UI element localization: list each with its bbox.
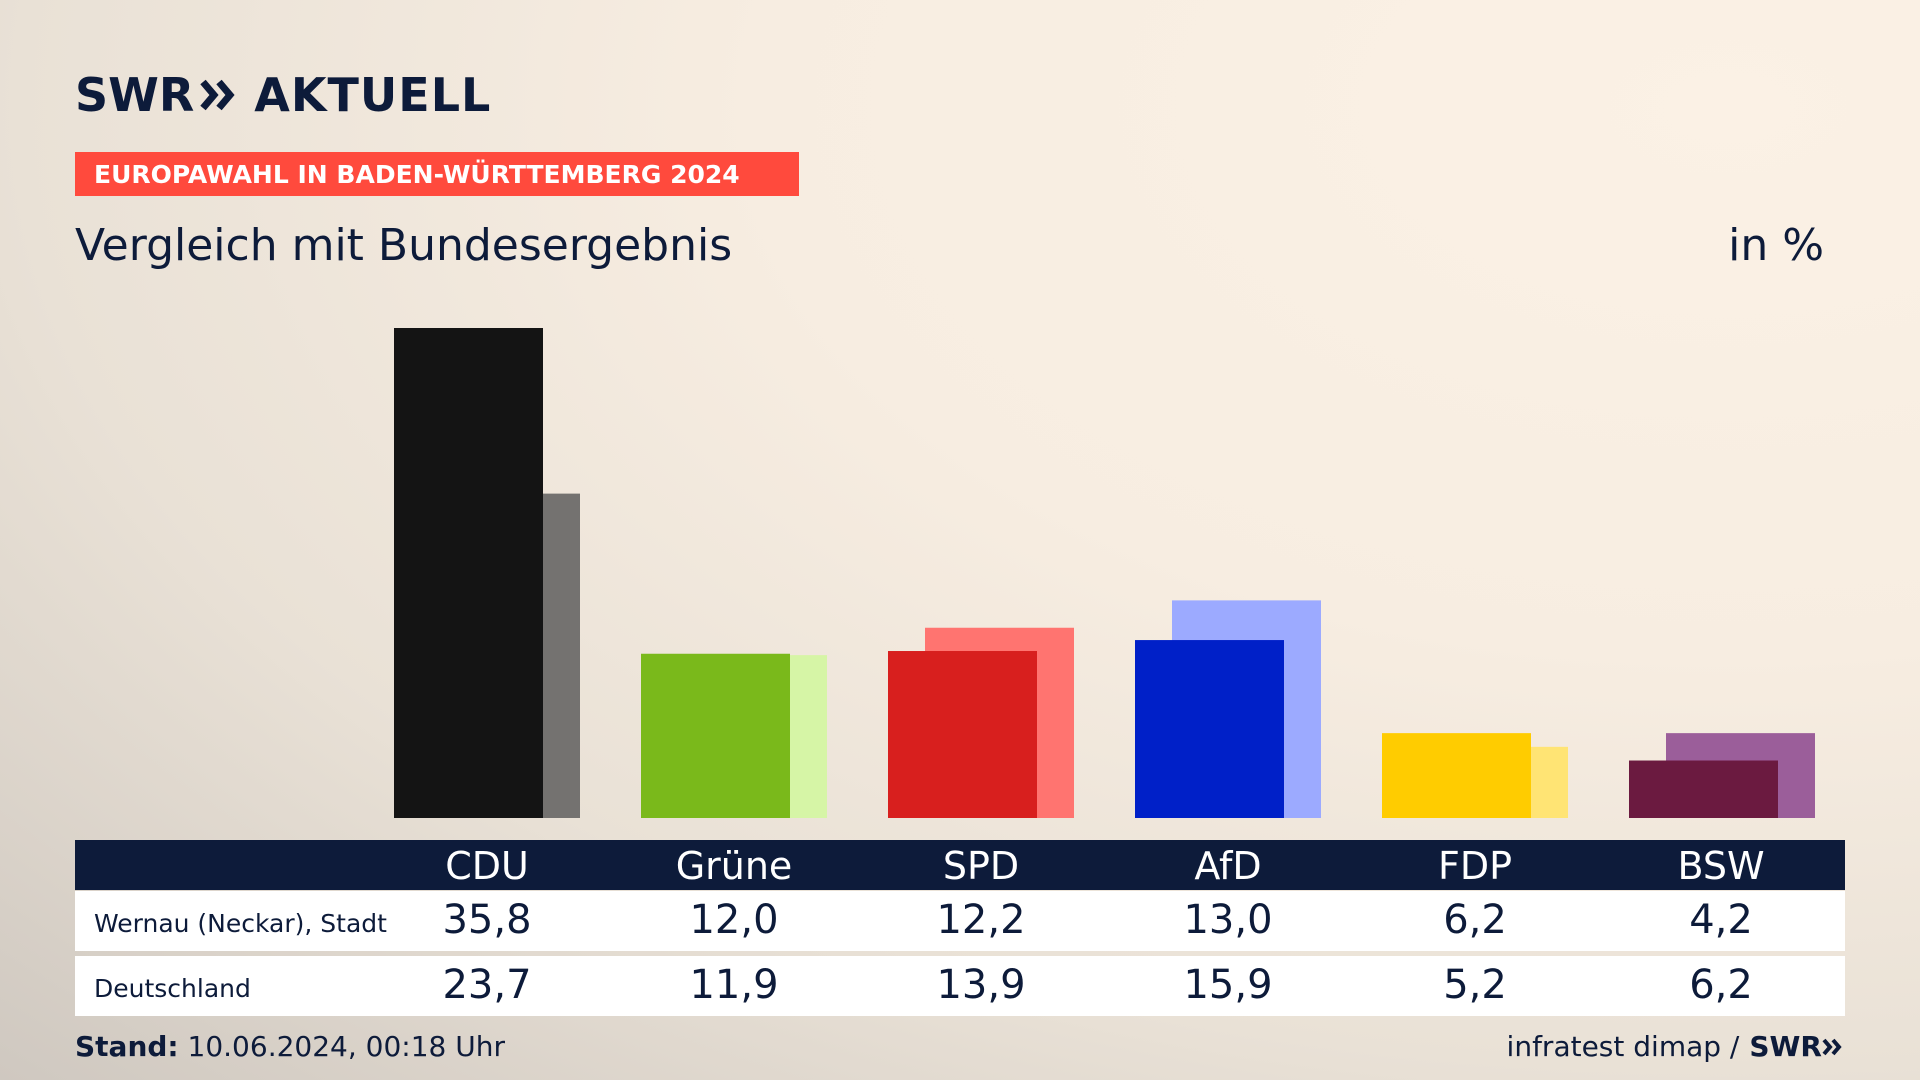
value-cell: 5,2	[1443, 962, 1507, 1008]
election-banner: EUROPAWAHL IN BADEN-WÜRTTEMBERG 2024	[75, 152, 799, 196]
bar-wernau-4	[1382, 733, 1531, 818]
logo-swr: SWR	[75, 68, 195, 122]
value-cell: 12,2	[936, 897, 1026, 943]
value-cell: 12,0	[689, 897, 779, 943]
value-cell: 35,8	[442, 897, 532, 943]
value-cell: 23,7	[442, 962, 532, 1008]
value-cell: 13,9	[936, 962, 1026, 1008]
results-table: CDU Grüne SPD AfD FDP BSW Wernau (Neckar…	[75, 840, 1845, 1016]
stand-value: 10.06.2024, 00:18 Uhr	[187, 1030, 505, 1063]
value-cell: 15,9	[1183, 962, 1273, 1008]
bar-wernau-2	[888, 651, 1037, 818]
value-cell: 4,2	[1689, 897, 1753, 943]
bar-chart	[394, 328, 1815, 818]
table-row-wernau: Wernau (Neckar), Stadt 35,8 12,0 12,2 13…	[75, 891, 1845, 951]
double-chevron-icon	[200, 78, 238, 112]
value-cell: 13,0	[1183, 897, 1273, 943]
header-cdu: CDU	[445, 844, 529, 888]
bar-wernau-5	[1629, 760, 1778, 818]
bar-wernau-1	[641, 653, 790, 818]
source-text: infratest dimap /	[1506, 1030, 1740, 1063]
logo-aktuell: AKTUELL	[254, 68, 492, 122]
footer-swr-logo: SWR	[1749, 1030, 1844, 1063]
bar-wernau-3	[1135, 640, 1284, 818]
stand-label: Stand:	[75, 1030, 179, 1063]
table-header: CDU Grüne SPD AfD FDP BSW	[75, 840, 1845, 890]
row-label-deutschland: Deutschland	[94, 974, 251, 1003]
value-cell: 6,2	[1689, 962, 1753, 1008]
header-gruene: Grüne	[675, 844, 793, 888]
header-spd: SPD	[942, 844, 1020, 888]
chart-subtitle: Vergleich mit Bundesergebnis	[75, 220, 733, 271]
timestamp: Stand: 10.06.2024, 00:18 Uhr	[75, 1030, 505, 1063]
value-cell: 6,2	[1443, 897, 1507, 943]
row-label-wernau: Wernau (Neckar), Stadt	[94, 909, 387, 938]
table-row-deutschland: Deutschland 23,7 11,9 13,9 15,9 5,2 6,2	[75, 956, 1845, 1016]
swr-aktuell-logo: SWR AKTUELL	[75, 68, 491, 122]
double-chevron-icon	[1822, 1038, 1842, 1055]
bar-wernau-0	[394, 328, 543, 818]
footer-swr-text: SWR	[1749, 1030, 1822, 1063]
header-afd: AfD	[1194, 844, 1262, 888]
source-credit: infratest dimap / SWR	[1507, 1030, 1844, 1063]
header-bsw: BSW	[1677, 844, 1765, 888]
header-fdp: FDP	[1437, 844, 1513, 888]
unit-label: in %	[1728, 220, 1824, 271]
value-cell: 11,9	[689, 962, 779, 1008]
